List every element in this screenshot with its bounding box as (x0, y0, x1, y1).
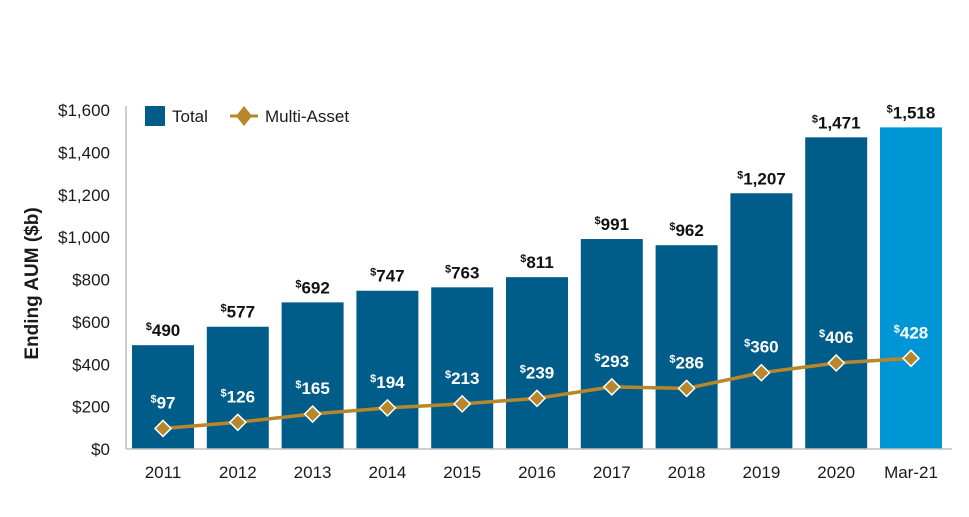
y-axis-title: Ending AUM ($b) (22, 207, 43, 359)
data-label-total-2013: $692 (295, 278, 330, 297)
data-label-multi-asset-2012: $126 (221, 387, 256, 406)
bars-total: $490 $577 $692 $747 $763 $811 $991 $962 $1,207 $1… (132, 103, 942, 449)
data-label-multi-asset-2014: $194 (370, 373, 405, 392)
y-axis: $0 $200 $400 $600 $800 $1,000 $1,200 $1,400 $1,6… (58, 101, 127, 459)
bar-total-2016 (506, 277, 568, 449)
legend-label-multi-asset: Multi-Asset (265, 107, 349, 126)
marker-multi-asset-2011 (153, 419, 173, 438)
data-label-multi-asset-2018: $286 (669, 353, 704, 372)
bar-total-2020 (805, 137, 868, 449)
data-label-multi-asset-2013: $165 (295, 379, 330, 398)
marker-multi-asset-2018 (677, 379, 696, 398)
y-tick-label: $400 (72, 355, 110, 374)
x-tick-label: 2018 (668, 463, 706, 482)
bar-total-2015 (431, 287, 494, 449)
legend: Total Multi-Asset (145, 106, 349, 126)
data-label-multi-asset-2011: $97 (150, 393, 175, 412)
marker-multi-asset-2013 (303, 404, 322, 424)
data-label-multi-asset-Mar-21: $428 (894, 323, 929, 342)
data-label-multi-asset-2019: $360 (744, 338, 779, 357)
x-tick-label: 2012 (219, 463, 257, 482)
y-tick-label: $0 (91, 440, 110, 459)
legend-label-total: Total (172, 107, 208, 126)
marker-multi-asset-2020 (827, 353, 846, 373)
y-tick-label: $1,000 (58, 228, 110, 247)
data-label-total-2019: $1,207 (737, 169, 786, 188)
x-tick-label: 2016 (518, 463, 556, 482)
legend-marker-multi-asset (230, 106, 258, 126)
y-tick-label: $1,600 (58, 101, 110, 120)
data-label-total-2017: $991 (595, 215, 630, 234)
data-label-total-2018: $962 (669, 221, 704, 240)
x-axis: 2011 2012 2013 2014 2015 2016 2017 2018 2019 2020… (126, 448, 952, 482)
y-tick-label: $1,400 (58, 143, 110, 162)
data-label-total-2020: $1,471 (812, 113, 861, 132)
data-label-total-2011: $490 (146, 321, 181, 340)
data-label-total-2016: $811 (520, 253, 554, 272)
marker-multi-asset-Mar-21 (901, 349, 921, 368)
marker-multi-asset-2017 (602, 377, 621, 396)
x-tick-label: Mar-21 (884, 463, 938, 482)
y-tick-label: $200 (72, 398, 110, 417)
data-label-total-Mar-21: $1,518 (887, 103, 936, 122)
y-tick-label: $600 (72, 313, 110, 332)
x-tick-label: 2017 (593, 463, 631, 482)
data-label-multi-asset-2017: $293 (595, 352, 630, 371)
marker-multi-asset-2016 (527, 389, 547, 408)
data-label-total-2012: $577 (221, 303, 256, 322)
bar-total-2014 (356, 290, 419, 449)
data-label-total-2014: $747 (370, 267, 405, 286)
x-tick-label: 2020 (817, 463, 855, 482)
bar-total-2019 (730, 193, 793, 449)
bar-total-2017 (580, 239, 643, 449)
x-tick-label: 2019 (742, 463, 780, 482)
y-tick-label: $1,200 (58, 186, 110, 205)
x-tick-label: 2015 (443, 463, 481, 482)
x-tick-label: 2014 (368, 463, 406, 482)
marker-multi-asset-2014 (378, 398, 397, 417)
y-tick-label: $800 (72, 271, 110, 290)
marker-multi-asset-2012 (228, 413, 247, 432)
line-multi-asset: $97 $126 $165 $194 $213 $239 $293 $286 $360 $406 $… (150, 323, 929, 438)
data-label-multi-asset-2020: $406 (819, 328, 854, 347)
data-label-multi-asset-2016: $239 (520, 363, 555, 382)
marker-multi-asset-2015 (453, 394, 472, 413)
x-tick-label: 2011 (145, 463, 182, 482)
x-tick-label: 2013 (294, 463, 332, 482)
data-label-multi-asset-2015: $213 (445, 369, 480, 388)
bar-total-2013 (281, 302, 344, 449)
bar-total-Mar-21 (880, 127, 942, 449)
data-label-total-2015: $763 (445, 263, 480, 282)
legend-swatch-total (145, 106, 165, 126)
bar-total-2018 (655, 245, 718, 449)
marker-multi-asset-2019 (752, 363, 771, 382)
